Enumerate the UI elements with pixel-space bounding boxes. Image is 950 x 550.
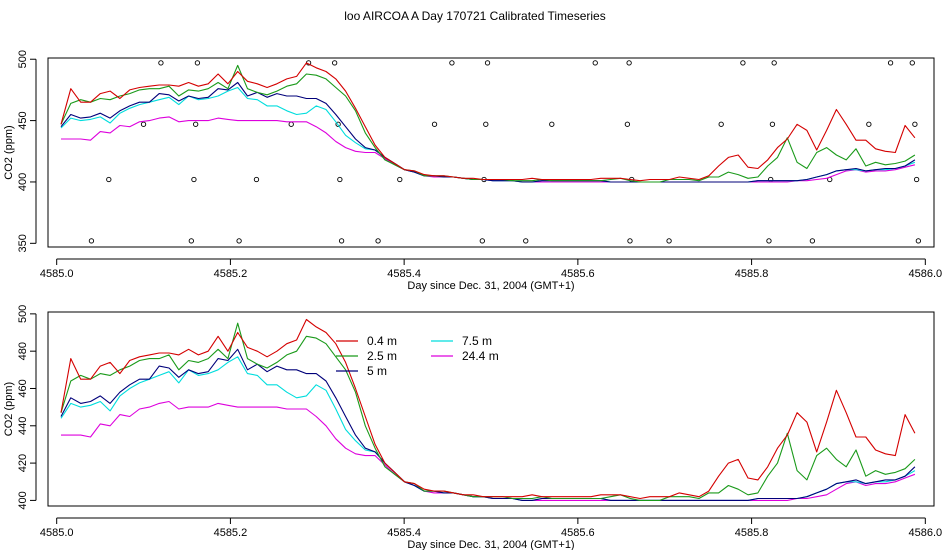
- top-panel: 4585.0 4585.2 4585.4 4585.6 4585.8 4586.0 Day …: [3, 50, 942, 292]
- top-scatter-point: [288, 121, 294, 127]
- top-scatter-point: [483, 121, 489, 127]
- bottom-x-tick-label: 4585.4: [387, 527, 421, 539]
- bottom-x-tick-label: 4585.2: [214, 527, 248, 539]
- top-plot-frame: [47, 57, 935, 248]
- top-scatter-point: [915, 238, 922, 244]
- top-scatter-point: [397, 176, 403, 183]
- top-scatter-point: [866, 121, 872, 127]
- top-scatter-point: [766, 238, 772, 244]
- top-scatter-point: [740, 60, 746, 66]
- top-scatter-point: [769, 121, 776, 127]
- bottom-y-tick-label: 460: [17, 379, 29, 397]
- bottom-panel: 4585.0 4585.2 4585.4 4585.6 4585.8 4586.0 Day …: [3, 305, 942, 550]
- legend-label: 24.4 m: [462, 349, 499, 363]
- bottom-x-axis-label: Day since Dec. 31, 2004 (GMT+1): [407, 539, 574, 550]
- top-scatter-point: [523, 238, 529, 244]
- top-y-tick-label: 350: [17, 234, 29, 252]
- bottom-x-tick-label: 4585.0: [40, 527, 74, 539]
- top-scatter-point: [193, 121, 199, 127]
- bottom-series-24-4-m-line: [61, 400, 916, 501]
- top-scatter-point: [338, 238, 345, 244]
- top-x-tick-label: 4585.8: [735, 268, 769, 280]
- bottom-y-tick-label: 420: [17, 454, 29, 472]
- bottom-x-tick-label: 4585.6: [561, 527, 595, 539]
- top-scatter-point: [912, 121, 918, 127]
- top-x-tick-label: 4585.4: [387, 268, 421, 280]
- top-scatter-point: [106, 176, 112, 183]
- top-scatter-point: [627, 238, 633, 244]
- top-scatter-point: [718, 121, 724, 127]
- bottom-x-tick-label: 4586.0: [908, 527, 942, 539]
- top-scatter-point: [909, 60, 915, 66]
- bottom-y-axis-label: CO2 (ppm): [3, 382, 15, 436]
- bottom-series-7-5-m-line: [60, 356, 916, 501]
- top-x-tick-label: 4585.6: [561, 268, 595, 280]
- legend: 0.4 m2.5 m5 m 7.5 m24.4 m: [336, 334, 499, 378]
- top-scatter-point: [771, 60, 777, 66]
- top-x-axis-label: Day since Dec. 31, 2004 (GMT+1): [407, 280, 574, 292]
- top-scatter-point: [913, 176, 920, 183]
- top-scatter-point: [191, 176, 197, 183]
- top-scatter-point: [449, 60, 455, 66]
- top-scatter-point: [624, 121, 631, 127]
- top-scatter-point: [253, 176, 260, 183]
- top-scatter-point: [484, 60, 491, 66]
- top-scatter-point: [626, 60, 632, 66]
- legend-label: 2.5 m: [367, 349, 397, 363]
- top-scatter-point: [809, 238, 816, 244]
- top-series-0-4-m-line: [60, 62, 916, 182]
- top-scatter-point: [335, 121, 341, 127]
- top-scatter-point: [666, 238, 672, 244]
- top-scatter-point: [592, 60, 598, 66]
- top-plot-area: [60, 60, 922, 244]
- bottom-y-tick-label: 500: [17, 305, 29, 323]
- top-scatter-point: [158, 60, 164, 66]
- bottom-y-tick-label: 440: [17, 417, 29, 435]
- top-scatter-point: [479, 238, 485, 244]
- bottom-y-tick-label: 480: [17, 342, 29, 360]
- top-scatter-point: [188, 238, 194, 244]
- top-scatter-point: [331, 60, 338, 66]
- legend-label: 0.4 m: [367, 334, 397, 348]
- top-series-24-4-m-line: [61, 116, 916, 183]
- legend-label: 5 m: [367, 364, 387, 378]
- top-scatter-point: [375, 238, 381, 244]
- top-scatter-point: [88, 238, 95, 244]
- bottom-x-tick-label: 4585.8: [735, 527, 769, 539]
- top-x-tick-label: 4585.2: [214, 268, 248, 280]
- top-x-tick-label: 4585.0: [40, 268, 74, 280]
- top-scatter-point: [194, 60, 201, 66]
- top-y-tick-label: 450: [17, 111, 29, 129]
- top-y-tick-label: 400: [17, 173, 29, 191]
- top-scatter-point: [337, 176, 343, 183]
- top-x-tick-label: 4586.0: [908, 268, 942, 280]
- top-scatter-point: [887, 60, 894, 66]
- chart-title: loo AIRCOA A Day 170721 Calibrated Times…: [344, 9, 605, 23]
- top-scatter-point: [549, 121, 555, 127]
- top-series-7-5-m-line: [60, 86, 916, 183]
- bottom-plot-frame: [47, 311, 935, 507]
- top-series-5-m-line: [60, 81, 916, 183]
- top-scatter-point: [431, 121, 438, 127]
- bottom-y-tick-label: 400: [17, 491, 29, 509]
- top-y-axis-label: CO2 (ppm): [3, 125, 15, 179]
- top-y-tick-label: 500: [17, 50, 29, 68]
- bottom-plot-area: [60, 318, 916, 501]
- legend-label: 7.5 m: [462, 334, 492, 348]
- top-scatter-point: [140, 121, 147, 127]
- top-scatter-point: [236, 238, 242, 244]
- bottom-series-0-4-m-line: [60, 318, 916, 500]
- bottom-series-5-m-line: [60, 348, 916, 501]
